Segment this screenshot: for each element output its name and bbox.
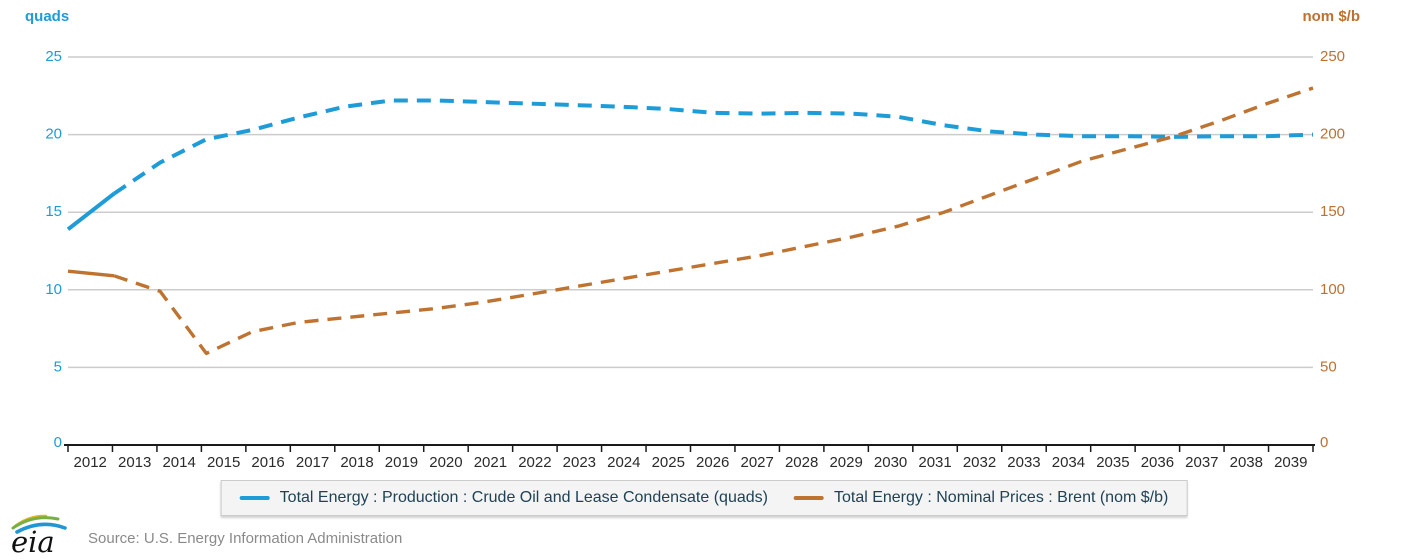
- x-axis-year-label: 2026: [696, 454, 729, 471]
- left-axis-tick-label: 20: [45, 126, 62, 143]
- x-axis-year-label: 2036: [1141, 454, 1174, 471]
- x-axis-year-label: 2016: [251, 454, 284, 471]
- x-axis-year-label: 2023: [563, 454, 596, 471]
- legend-item-production[interactable]: Total Energy : Production : Crude Oil an…: [239, 489, 768, 507]
- right-axis-tick-label: 250: [1320, 48, 1345, 65]
- left-axis-tick-label: 15: [45, 203, 62, 220]
- x-axis-year-label: 2019: [385, 454, 418, 471]
- legend-marker-brent-line: [793, 496, 824, 500]
- left-axis-tick-label: 25: [45, 48, 62, 65]
- legend-label-brent: Total Energy : Nominal Prices : Brent (n…: [833, 489, 1169, 506]
- right-axis-tick-label: 100: [1320, 281, 1345, 298]
- x-axis-year-label: 2038: [1230, 454, 1263, 471]
- x-axis-year-label: 2030: [874, 454, 907, 471]
- chart-legend: Total Energy : Production : Crude Oil an…: [220, 480, 1188, 516]
- right-axis-tick-label: 50: [1320, 358, 1337, 375]
- series-line-history-0[interactable]: [66, 192, 116, 231]
- right-axis-tick-label: 200: [1320, 126, 1345, 143]
- x-axis-year-label: 2013: [118, 454, 151, 471]
- x-axis-year-label: 2027: [741, 454, 774, 471]
- x-axis-year-label: 2017: [296, 454, 329, 471]
- x-axis-year-label: 2022: [518, 454, 551, 471]
- eia-logo[interactable]: eia: [8, 511, 74, 557]
- series-line-projection-1[interactable]: [113, 86, 1314, 356]
- right-axis-tick-label: 0: [1320, 434, 1328, 451]
- series-line-history-1[interactable]: [67, 269, 115, 278]
- x-axis-year-label: 2035: [1096, 454, 1129, 471]
- x-axis-year-label: 2015: [207, 454, 240, 471]
- left-axis-tick-label: 10: [45, 281, 62, 298]
- x-axis-year-label: 2028: [785, 454, 818, 471]
- x-axis-year-label: 2029: [829, 454, 862, 471]
- eia-logo-text: eia: [11, 525, 55, 557]
- x-axis-year-label: 2034: [1052, 454, 1085, 471]
- left-axis-title: quads: [25, 8, 70, 25]
- legend-label-production: Total Energy : Production : Crude Oil an…: [279, 489, 768, 506]
- legend-item-brent[interactable]: Total Energy : Nominal Prices : Brent (n…: [793, 489, 1169, 507]
- left-axis-tick-label: 5: [54, 358, 62, 375]
- x-axis-year-label: 2014: [162, 454, 195, 471]
- x-axis-year-label: 2021: [474, 454, 507, 471]
- x-axis-year-label: 2020: [429, 454, 462, 471]
- x-axis-year-label: 2024: [607, 454, 640, 471]
- source-attribution: Source: U.S. Energy Information Administ…: [88, 530, 403, 547]
- x-axis-year-label: 2039: [1274, 454, 1307, 471]
- x-axis-year-label: 2031: [918, 454, 951, 471]
- x-axis-year-label: 2037: [1185, 454, 1218, 471]
- series-line-projection-0[interactable]: [112, 98, 1314, 196]
- right-axis-tick-label: 150: [1320, 203, 1345, 220]
- right-axis-title: nom $/b: [1302, 8, 1360, 25]
- x-axis-year-label: 2033: [1007, 454, 1040, 471]
- x-axis-year-label: 2032: [963, 454, 996, 471]
- x-axis-year-label: 2018: [340, 454, 373, 471]
- legend-marker-production-line: [239, 496, 270, 500]
- left-axis-tick-label: 0: [54, 434, 62, 451]
- x-axis-year-label: 2012: [74, 454, 107, 471]
- x-axis-year-label: 2025: [652, 454, 685, 471]
